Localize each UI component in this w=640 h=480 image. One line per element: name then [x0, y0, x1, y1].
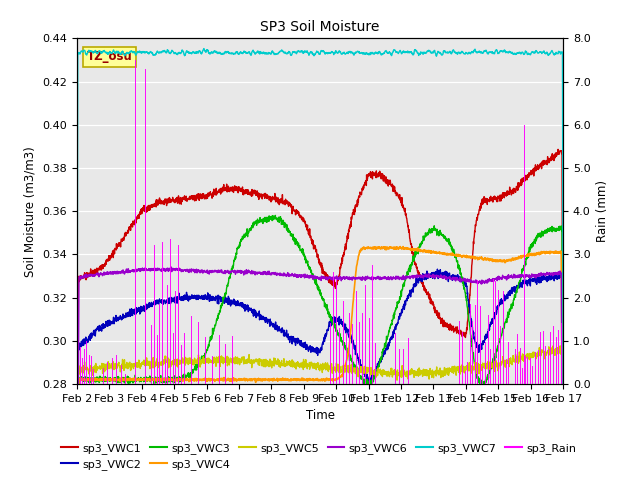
Legend: sp3_VWC1, sp3_VWC2, sp3_VWC3, sp3_VWC4, sp3_VWC5, sp3_VWC6, sp3_VWC7, sp3_Rain: sp3_VWC1, sp3_VWC2, sp3_VWC3, sp3_VWC4, … — [57, 438, 581, 474]
Y-axis label: Rain (mm): Rain (mm) — [596, 180, 609, 242]
Y-axis label: Soil Moisture (m3/m3): Soil Moisture (m3/m3) — [24, 146, 36, 276]
Text: TZ_osu: TZ_osu — [86, 50, 132, 63]
Title: SP3 Soil Moisture: SP3 Soil Moisture — [260, 21, 380, 35]
X-axis label: Time: Time — [305, 409, 335, 422]
